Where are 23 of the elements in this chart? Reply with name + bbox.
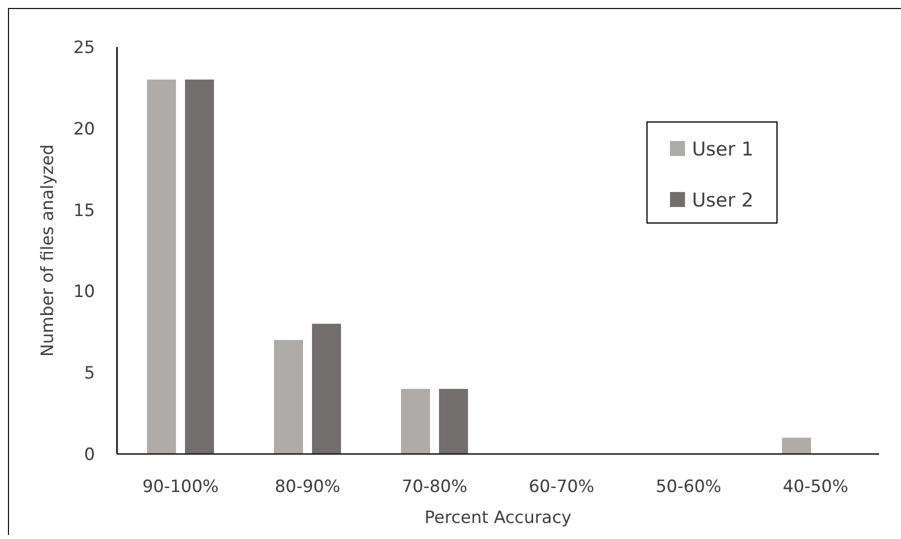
y-tick-label: 25 (73, 38, 95, 58)
x-tick-label: 40-50% (782, 477, 848, 497)
x-tick-label: 60-70% (528, 477, 594, 497)
bar (185, 80, 214, 454)
bar (439, 388, 468, 454)
y-tick-label: 10 (73, 282, 95, 302)
x-tick-label: 90-100% (142, 477, 219, 497)
legend-label: User 2 (692, 190, 754, 212)
y-tick-label: 20 (73, 119, 95, 140)
x-tick-label: 70-80% (402, 477, 468, 497)
x-tick-label: 50-60% (656, 477, 722, 497)
bar (274, 340, 303, 454)
x-axis-title: Percent Accuracy (424, 508, 572, 528)
y-tick-label: 15 (73, 200, 95, 221)
bar (312, 324, 341, 454)
bar (147, 80, 176, 454)
y-tick-label: 5 (84, 364, 95, 384)
bar (782, 438, 811, 454)
bar (401, 388, 430, 454)
y-axis-title: Number of files analyzed (38, 144, 58, 357)
x-tick-label: 80-90% (274, 477, 340, 497)
y-tick-label: 0 (84, 444, 95, 465)
legend-label: User 1 (692, 138, 754, 161)
